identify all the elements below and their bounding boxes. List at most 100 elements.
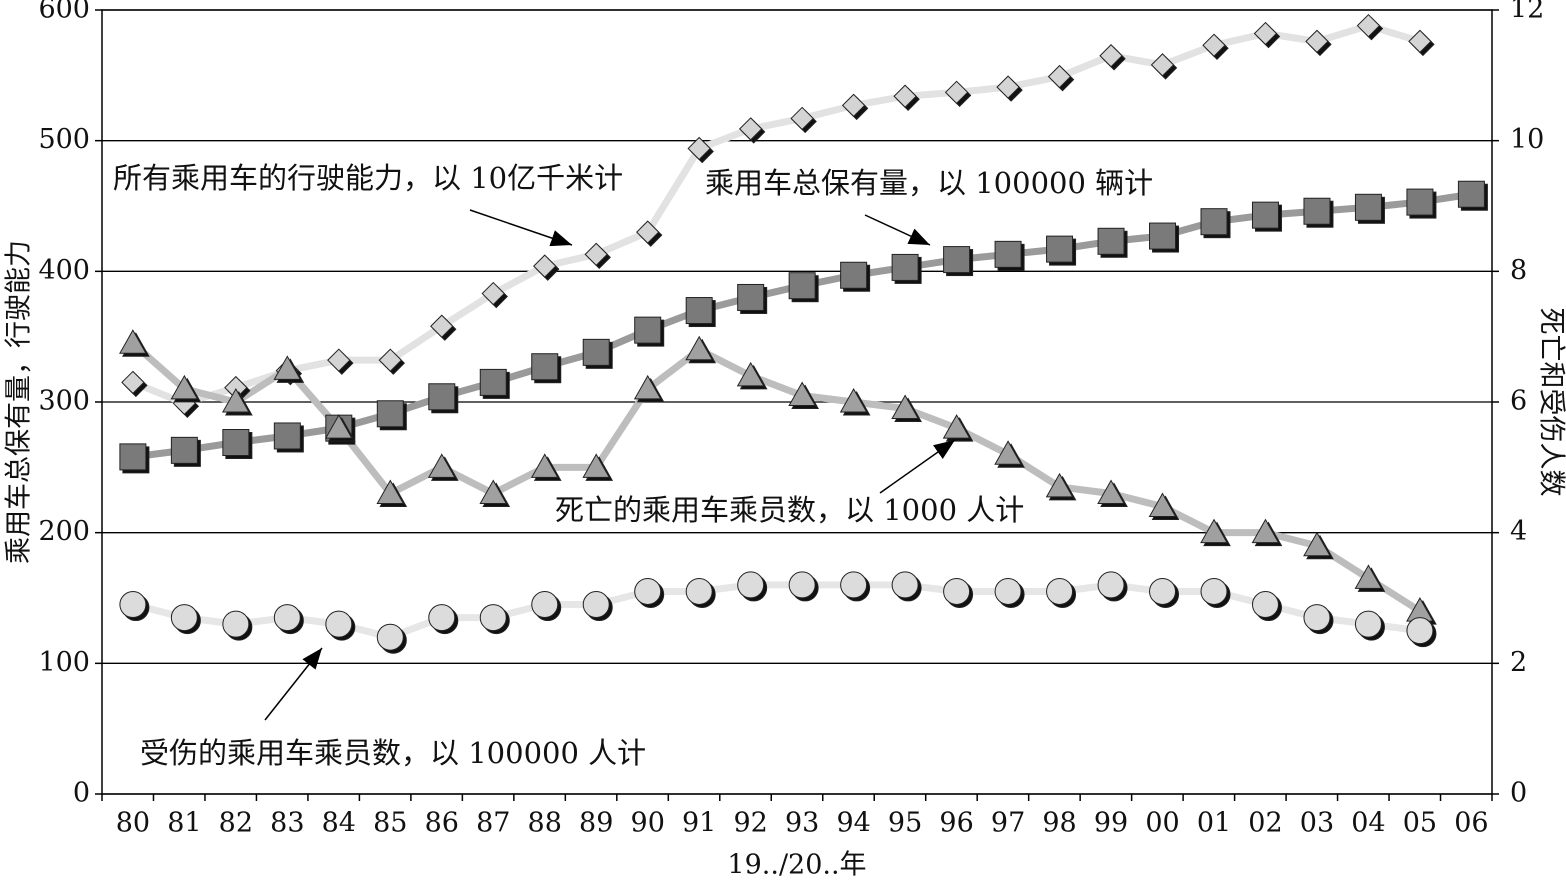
marker-shape [531,591,559,619]
annotation: 乘用车总保有量，以 100000 辆计 [705,166,1153,200]
data-point [119,443,150,474]
data-point [1097,571,1128,602]
marker-shape [1354,610,1382,638]
data-point [1150,53,1178,80]
data-point [1200,208,1231,239]
marker-shape [479,604,507,632]
x-tick-label: 94 [836,808,870,839]
x-axis-label: 19../20..年 [727,850,866,881]
marker-shape [738,117,763,141]
marker-shape [533,254,557,278]
data-point [1200,518,1231,547]
data-point [1097,227,1128,258]
x-tick-label: 00 [1145,808,1179,839]
marker-shape [1253,21,1278,46]
data-point [1406,188,1437,219]
data-point [1305,29,1332,57]
marker-shape [1202,33,1226,57]
marker-shape [1200,208,1228,236]
y2-tick-label: 4 [1510,516,1527,547]
data-point [1099,44,1126,71]
marker-shape [430,314,454,338]
data-point [327,348,354,375]
marker-shape [273,604,301,632]
data-point [1356,13,1384,41]
data-point [893,84,920,111]
annotation: 受伤的乘用车乘员数，以 100000 人计 [140,736,646,770]
data-point [584,242,611,270]
marker-shape [1150,53,1175,77]
marker-shape [222,610,250,638]
marker-shape [1406,617,1434,645]
x-tick-label: 03 [1300,808,1334,839]
y2-tick-label: 2 [1510,647,1527,678]
marker-shape [634,316,662,344]
marker-shape [840,571,868,599]
marker-shape [273,355,302,380]
data-point [121,370,148,398]
marker-shape [327,348,351,372]
data-point [533,254,560,281]
data-point [170,374,202,403]
x-tick-label: 99 [1094,808,1128,839]
data-point [582,591,613,622]
data-point [222,610,253,641]
marker-shape [788,272,816,300]
marker-shape [170,374,199,400]
marker-shape [1099,44,1123,68]
x-tick-label: 83 [270,808,304,839]
data-point [273,422,304,453]
marker-shape [891,253,919,281]
data-point [942,414,974,442]
marker-shape [944,80,969,105]
data-point [1354,610,1385,641]
x-tick-label: 93 [785,808,819,839]
data-point [840,571,871,602]
marker-shape [222,429,250,457]
data-point [530,453,562,481]
marker-shape [119,591,147,619]
data-point [273,355,305,383]
marker-shape [994,577,1022,605]
x-tick-label: 04 [1351,808,1385,839]
data-point [376,400,407,431]
data-point [430,314,457,341]
y-tick-label: 200 [38,516,90,547]
series-line [130,340,1422,615]
marker-shape [170,604,198,632]
marker-shape [685,297,713,325]
data-point [943,577,974,608]
x-tick-label: 06 [1454,808,1488,839]
marker-shape [994,240,1022,268]
marker-shape [687,136,711,161]
data-point [1408,29,1435,57]
marker-shape [840,261,868,289]
data-point [325,610,356,641]
marker-shape [839,387,868,413]
y2-axis-label: 死亡和受伤人数 [1536,308,1566,497]
marker-shape [790,106,814,131]
marker-shape [530,453,559,478]
data-point [1354,564,1386,592]
data-point [273,604,304,635]
data-point [376,479,408,507]
data-point [170,436,201,467]
marker-shape [685,335,714,361]
data-point [633,374,665,403]
marker-shape [1457,180,1485,208]
data-point [994,577,1025,608]
data-point [119,591,150,622]
x-tick-label: 92 [733,808,767,839]
data-point [1251,201,1282,232]
data-point [1303,531,1334,560]
marker-shape [1047,64,1072,89]
y2-tick-label: 6 [1510,386,1527,417]
x-tick-label: 81 [167,808,201,839]
marker-shape [1356,13,1381,38]
data-point [427,453,459,481]
x-tick-label: 05 [1403,808,1437,839]
data-point [479,368,510,399]
data-point [839,387,871,416]
data-point [1303,604,1334,635]
marker-shape [635,220,660,244]
